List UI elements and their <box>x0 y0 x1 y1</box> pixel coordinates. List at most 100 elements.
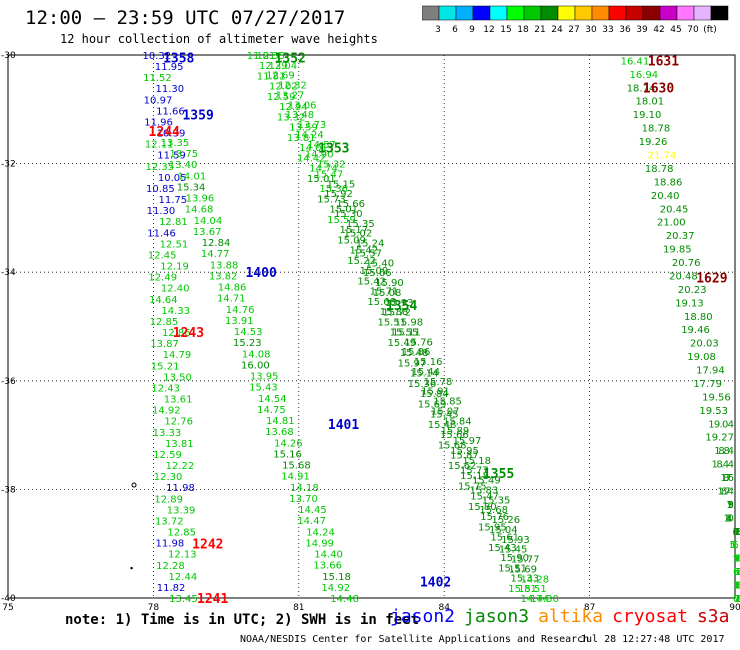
swh-value: 12.49 <box>148 273 177 284</box>
swh-value: 15.16 <box>273 449 302 460</box>
swh-value: 19.56 <box>702 392 731 403</box>
swh-value: 15.86 <box>402 347 431 358</box>
swh-value: 19.10 <box>633 110 662 121</box>
swh-value: 11.46 <box>147 228 176 239</box>
swh-value: 16.00 <box>241 360 270 371</box>
swh-value: 15.51 <box>498 563 527 574</box>
swh-value: 15.48 <box>428 420 457 431</box>
swh-value: 20.76 <box>672 258 701 269</box>
swh-value: 10.05 <box>158 173 187 184</box>
legend-item-jason2: jason2 <box>390 606 456 627</box>
swh-value: 12.28 <box>156 561 185 572</box>
swh-value: 14.42 <box>297 153 326 164</box>
swh-value: 15.72 <box>382 308 411 319</box>
swh-value: 11.66 <box>156 106 185 117</box>
swh-value: 14.01 <box>299 143 328 154</box>
x-tick-label: 84 <box>438 603 450 613</box>
legend-item-altika: altika <box>538 606 604 627</box>
swh-value: 15.33 <box>510 574 539 585</box>
swh-value: 14.75 <box>257 405 286 416</box>
swh-value: 15.90 <box>375 278 404 289</box>
swh-value: 15.42 <box>357 276 386 287</box>
y-tick-label: -34 <box>1 268 16 278</box>
swh-value: 13.06 <box>288 100 317 111</box>
y-tick-label: -38 <box>1 485 16 495</box>
swh-value: 14.04 <box>194 216 223 227</box>
swh-value: 15.68 <box>438 440 467 451</box>
pass-number: 1354 <box>386 299 417 314</box>
swh-value: 12.86 <box>162 328 191 339</box>
swh-value: 13.73 <box>298 120 327 131</box>
swh-value: 15.61 <box>490 533 519 544</box>
swh-value: 14.48 <box>330 594 359 605</box>
swh-value: 18.74 <box>627 83 656 94</box>
legend-item-jason3: jason3 <box>464 606 530 627</box>
pass-number: 1244 <box>149 125 180 140</box>
pass-number: 1401 <box>328 418 359 433</box>
swh-value: 15.98 <box>395 318 424 329</box>
color-scale-label: 9 <box>469 25 475 35</box>
swh-value: 15.81 <box>508 584 537 595</box>
swh-value: 14.79 <box>163 350 192 361</box>
swh-value: 15.97 <box>453 436 482 447</box>
swh-value: 15.22 <box>347 256 376 267</box>
swh-value: 12.81 <box>159 217 188 228</box>
swh-value: 14.08 <box>242 349 271 360</box>
swh-value: 16.50 <box>730 540 739 551</box>
swh-value: 21.00 <box>657 218 686 229</box>
color-scale-label: 24 <box>551 25 563 35</box>
swh-value: 15.91 <box>421 387 450 398</box>
swh-value: 15.57 <box>353 248 382 259</box>
swh-value: 13.67 <box>193 227 222 238</box>
swh-value: 20.45 <box>660 204 689 215</box>
swh-value: 13.61 <box>164 395 193 406</box>
swh-value: 12.76 <box>164 417 193 428</box>
swh-value: 14.64 <box>149 295 178 306</box>
swh-value: 20.40 <box>651 191 680 202</box>
swh-value: 13.33 <box>153 428 182 439</box>
color-scale-label: 3 <box>435 25 441 35</box>
swh-value: 15.16 <box>414 357 443 368</box>
swh-value: 13.35 <box>161 138 190 149</box>
swh-value: 14.71 <box>217 294 246 305</box>
swh-value: 18.63 <box>732 527 740 538</box>
swh-value: 15.44 <box>411 367 440 378</box>
pass-number: 1631 <box>648 54 679 69</box>
swh-value: 15.02 <box>344 229 373 240</box>
swh-value: 15.80 <box>468 502 497 513</box>
swh-value: 15.26 <box>491 515 520 526</box>
swh-value: 15.92 <box>324 189 353 200</box>
swh-value: 15.18 <box>460 471 489 482</box>
swh-value: 14.86 <box>218 283 247 294</box>
swh-value: 15.66 <box>336 199 365 210</box>
swh-value: 12.22 <box>166 461 195 472</box>
pass-number: 1630 <box>643 82 674 97</box>
swh-value: 15.21 <box>151 361 180 372</box>
color-scale-label: 39 <box>636 25 648 35</box>
swh-value: 12.19 <box>160 262 189 273</box>
swh-value: 12.85 <box>150 317 179 328</box>
swh-value: 15.55 <box>390 328 419 339</box>
color-scale-label: (ft) <box>703 25 717 35</box>
swh-value: 13.68 <box>265 427 294 438</box>
swh-value: 14.45 <box>298 505 327 516</box>
pass-number: 1358 <box>163 52 194 67</box>
swh-value: 14.01 <box>178 171 207 182</box>
swh-value: 11.95 <box>155 62 184 73</box>
swh-value: 15.48 <box>400 348 429 359</box>
swh-value: 15.17 <box>339 225 368 236</box>
swh-value: 16.07 <box>733 594 740 605</box>
swh-value: 13.95 <box>250 372 279 383</box>
swh-value: 15.47 <box>315 169 344 180</box>
swh-value: 16.19 <box>733 554 740 565</box>
swh-value: 15.68 <box>282 461 311 472</box>
swh-value: 14.92 <box>152 406 181 417</box>
swh-value: 15.35 <box>482 495 511 506</box>
swh-value: 14.90 <box>305 150 334 161</box>
swh-value: 15.77 <box>511 555 540 566</box>
swh-value: 16.94 <box>629 70 658 81</box>
swh-value: 11.59 <box>157 151 186 162</box>
swh-value: 14.24 <box>306 527 335 538</box>
pass-number: 1359 <box>182 109 213 124</box>
color-scale-label: 6 <box>452 25 458 35</box>
